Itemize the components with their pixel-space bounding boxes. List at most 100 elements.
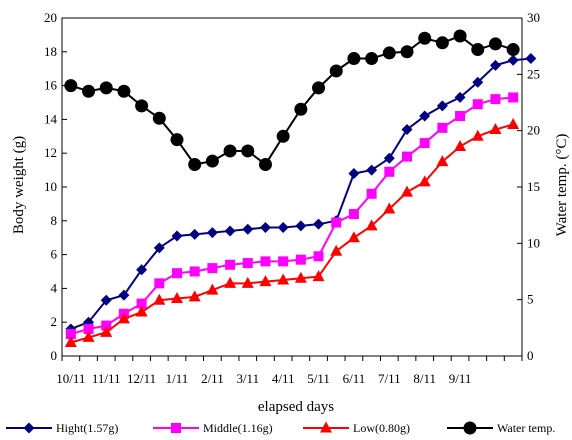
series-4-point — [365, 52, 379, 66]
y-left-tick-label: 6 — [51, 247, 58, 262]
legend-entry-2: Middle(1.16g) — [153, 421, 273, 435]
series-3-point — [471, 129, 484, 141]
series-2-point — [83, 323, 94, 334]
series-3-point — [347, 231, 360, 243]
y-axis-right-title: Water temp. (°C) — [554, 134, 570, 237]
series-2-point — [295, 254, 306, 265]
series-4-point — [170, 133, 184, 147]
series-3-point — [259, 275, 272, 287]
series-1 — [65, 53, 537, 335]
series-2-point — [189, 266, 200, 277]
series-3-point — [188, 290, 201, 302]
series-2-point — [366, 188, 377, 199]
series-4-point — [82, 84, 96, 98]
y-right-tick-label: 20 — [527, 123, 540, 138]
series-3-point — [64, 335, 77, 347]
series-4-point — [329, 64, 343, 78]
x-tick-label: 6/11 — [343, 371, 366, 386]
series-2-point — [384, 166, 395, 177]
series-3-point — [117, 312, 130, 324]
series-2-point — [331, 217, 342, 228]
x-tick-label: 2/11 — [201, 371, 224, 386]
series-3-point — [401, 185, 413, 197]
series-1-point — [401, 124, 413, 136]
series-4-point — [312, 81, 326, 95]
series-4-point — [488, 37, 502, 51]
series-4-point — [347, 52, 361, 66]
series-1-point — [472, 76, 484, 88]
x-tick-label: 3/11 — [236, 371, 259, 386]
legend-marker — [320, 421, 332, 433]
series-3-point — [383, 202, 396, 214]
series-4-point — [99, 81, 113, 95]
series-1-point — [189, 228, 201, 240]
y-left-tick-label: 14 — [44, 111, 58, 126]
series-1-point — [100, 294, 112, 306]
legend-marker — [23, 422, 35, 434]
series-4-point — [258, 157, 272, 171]
series-2-point — [490, 94, 501, 105]
series-3-point — [277, 273, 290, 285]
series-3-point — [436, 155, 449, 167]
series-1-point — [366, 164, 378, 176]
series-4-point — [188, 157, 202, 171]
series-2-point — [136, 298, 147, 309]
series-2-point — [225, 259, 236, 270]
series-1-point — [242, 223, 254, 235]
y-left-tick-label: 12 — [44, 145, 57, 160]
series-4-point — [117, 84, 131, 98]
x-tick-label: 9/11 — [449, 371, 472, 386]
y-axis-left-title: Body weight (g) — [11, 136, 27, 234]
y-left-tick-label: 18 — [44, 44, 57, 59]
series-3-point — [507, 117, 520, 129]
series-1-point — [419, 110, 431, 122]
series-1-point — [206, 227, 218, 239]
series-3 — [64, 117, 520, 347]
x-tick-label: 1/11 — [166, 371, 189, 386]
series-3-point — [100, 325, 113, 337]
series-2-point — [154, 278, 165, 289]
series-2-point — [402, 151, 412, 162]
series-1-point — [507, 54, 519, 66]
series-3-point — [241, 276, 254, 288]
series-1-point — [277, 222, 289, 234]
series-2-point — [101, 320, 112, 331]
y-axis-right: 0 5 10 15 20 25 30 — [517, 10, 540, 363]
series-1-point — [525, 53, 537, 65]
series-3-point — [489, 123, 502, 135]
series-3-point — [153, 293, 166, 305]
series-1-point — [436, 100, 448, 112]
series-4-point — [241, 144, 255, 158]
series-3-point — [82, 330, 95, 342]
series-2-point — [437, 122, 448, 133]
legend-label: Low(0.80g) — [353, 421, 410, 435]
series-4-point — [223, 144, 237, 158]
legend-label: Middle(1.16g) — [203, 421, 273, 435]
y-right-tick-label: 30 — [527, 10, 540, 25]
series-3-point — [454, 139, 467, 151]
series-1-point — [136, 264, 148, 276]
series-2-point — [278, 256, 289, 267]
series-2-point — [172, 268, 182, 279]
series-2-point — [508, 92, 519, 103]
series-layer — [64, 29, 537, 347]
series-4-point — [418, 31, 432, 45]
x-tick-label: 12/11 — [127, 371, 156, 386]
legend-entry-4: Water temp. — [447, 421, 555, 435]
y-left-tick-label: 2 — [51, 314, 58, 329]
series-2-point — [419, 138, 430, 149]
y-right-tick-label: 10 — [527, 235, 540, 250]
y-left-tick-label: 0 — [51, 348, 58, 363]
y-left-tick-label: 16 — [44, 78, 58, 93]
series-4-point — [205, 154, 219, 168]
series-1-point — [454, 91, 466, 103]
series-2-point — [348, 209, 359, 220]
series-2-point — [455, 111, 466, 122]
x-axis: 10/11 11/11 12/11 1/11 2/11 3/11 4/11 5/11 6/11 7… — [56, 356, 523, 386]
legend-label: Water temp. — [497, 421, 555, 435]
x-tick-label: 4/11 — [272, 371, 295, 386]
series-2-point — [260, 256, 271, 267]
series-3-point — [294, 271, 307, 283]
series-3-point — [135, 305, 148, 317]
